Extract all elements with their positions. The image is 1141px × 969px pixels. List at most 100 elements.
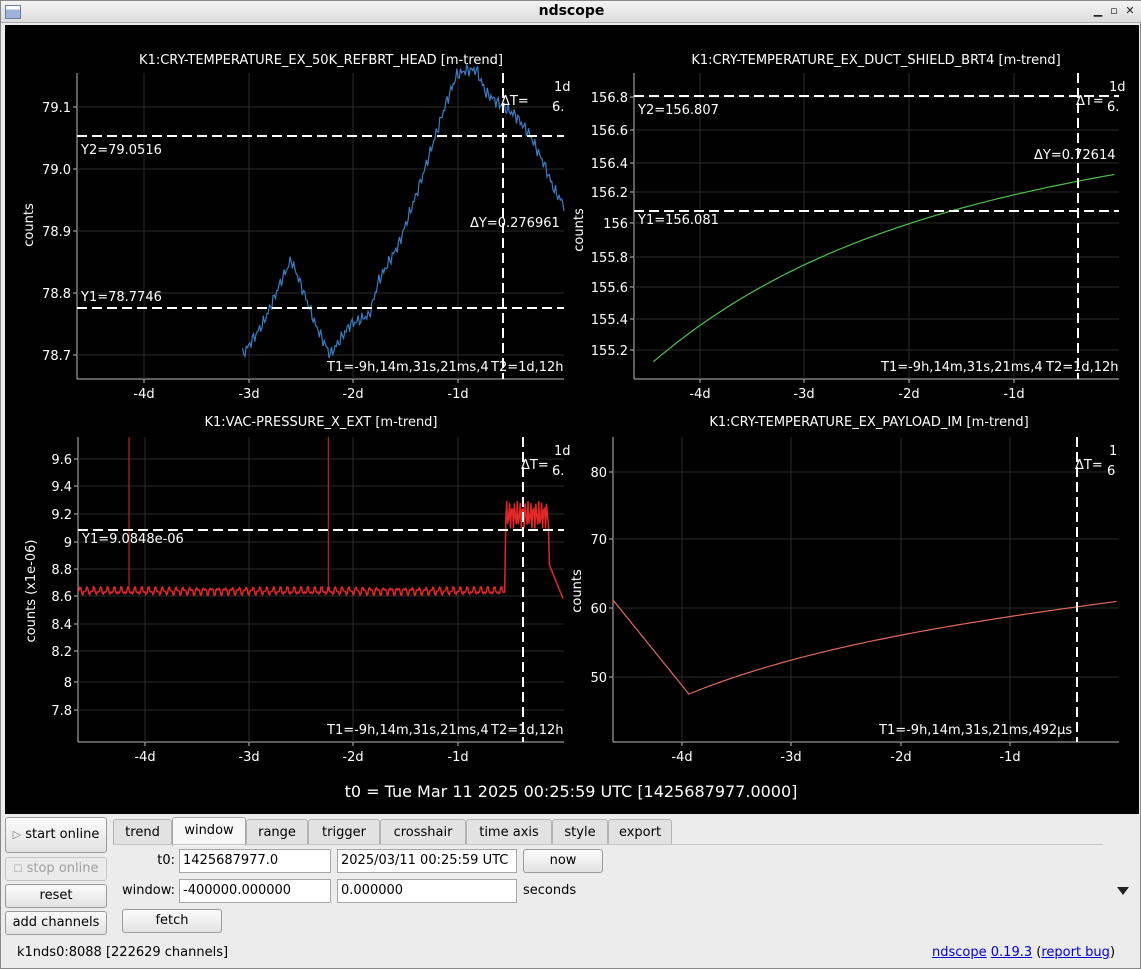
x-tick-label: -3d <box>238 750 259 765</box>
y-tick-label: 50 <box>590 671 607 686</box>
channel-count: [222629 channels] <box>105 945 229 960</box>
y-tick-label: 8.8 <box>51 563 72 578</box>
x-tick-label: -4d <box>133 387 154 402</box>
y1-label: Y1=78.7746 <box>80 290 162 305</box>
window-title: ndscope <box>538 3 605 19</box>
plot-title: K1:CRY-TEMPERATURE_EX_50K_REFBRT_HEAD [m… <box>139 53 503 68</box>
x-tick-label: -1d <box>447 750 468 765</box>
reset-button[interactable]: reset <box>5 884 107 908</box>
stop-online-button[interactable]: ☐ stop online <box>5 857 107 881</box>
tab-trend[interactable]: trend <box>113 819 172 845</box>
y-tick-label: 78.8 <box>42 287 71 302</box>
minimize-icon[interactable]: ▁ <box>1093 4 1103 17</box>
delta-t-label: ΔT= <box>521 458 549 473</box>
delta-y-label: ΔY=0.72614 <box>1034 148 1116 163</box>
y1-label: Y1=9.0848e-06 <box>81 532 184 547</box>
y-tick-label: 60 <box>590 602 607 617</box>
x-tick-label: -2d <box>898 387 919 402</box>
data-trace <box>653 173 1115 363</box>
tab-trigger[interactable]: trigger <box>308 819 380 845</box>
data-trace <box>242 62 565 359</box>
y-tick-label: 156.8 <box>591 91 628 106</box>
delta-t-label: ΔT= <box>1075 458 1103 473</box>
stop-icon: ☐ <box>13 864 23 875</box>
y2-label: Y2=156.807 <box>637 103 719 118</box>
t1-label: T1=-9h,14m,31s,21ms,4 <box>880 360 1043 375</box>
y-tick-label: 9.4 <box>51 480 72 495</box>
x-tick-label: -4d <box>689 387 710 402</box>
app-window-icon <box>5 5 21 19</box>
start-online-label: start online <box>25 827 100 842</box>
y-axis-label: counts <box>570 569 585 613</box>
plot-title: K1:CRY-TEMPERATURE_EX_DUCT_SHIELD_BRT4 [… <box>691 53 1060 68</box>
y-tick-label: 8.2 <box>51 645 72 660</box>
ndscope-link[interactable]: ndscope <box>932 945 987 960</box>
window-end-input[interactable]: 0.000000 <box>337 879 517 903</box>
report-bug-link[interactable]: report bug <box>1041 945 1110 960</box>
add-channels-button[interactable]: add channels <box>5 911 107 935</box>
window-start-input[interactable]: -400000.000000 <box>179 879 331 903</box>
t2-label: T2=1d,12h <box>490 723 564 738</box>
y-tick-label: 155.2 <box>591 344 628 359</box>
y-tick-label: 155.6 <box>591 281 628 296</box>
y-tick-label: 78.7 <box>42 349 71 364</box>
t2-label: T2=1d,12h <box>1045 360 1119 375</box>
t1-label: T1=-9h,14m,31s,21ms,492µs <box>878 723 1072 738</box>
delta-y-label: ΔY=0.276961 <box>470 216 560 231</box>
y-tick-label: 155.4 <box>591 313 628 328</box>
plot-title: K1:VAC-PRESSURE_X_EXT [m-trend] <box>204 415 437 430</box>
plot-area: 79.1 79.0 78.9 78.8 78.7 -4d -3d -2d -1d K1:CRY-T… <box>5 25 1139 814</box>
x-tick-label: -3d <box>793 387 814 402</box>
stop-online-label: stop online <box>26 861 99 876</box>
control-panel: ▷ start online ☐ stop online reset add c… <box>5 815 1139 967</box>
tab-range[interactable]: range <box>246 819 308 845</box>
t0-utc-input[interactable]: 2025/03/11 00:25:59 UTC <box>337 849 517 873</box>
delta-t-value-top: 1 <box>1109 444 1117 459</box>
plot-title: K1:CRY-TEMPERATURE_EX_PAYLOAD_IM [m-tren… <box>709 415 1028 430</box>
y-tick-label: 7.8 <box>51 704 72 719</box>
t2-label: T2=1d,12h <box>490 360 564 375</box>
x-tick-label: -2d <box>342 387 363 402</box>
tab-export[interactable]: export <box>608 819 672 845</box>
x-tick-label: -4d <box>134 750 155 765</box>
now-button[interactable]: now <box>523 849 603 873</box>
y-tick-label: 70 <box>590 533 607 548</box>
y-tick-label: 156 <box>603 217 628 232</box>
server-address: k1nds0:8088 <box>17 945 102 960</box>
x-tick-label: -1d <box>999 750 1020 765</box>
delta-t-value-top: 1d <box>554 444 571 459</box>
delta-t-label: ΔT= <box>501 94 529 109</box>
collapse-arrow-icon[interactable] <box>1117 887 1129 895</box>
version-link[interactable]: 0.19.3 <box>990 945 1033 960</box>
close-icon[interactable]: ✕ <box>1125 4 1135 17</box>
t1-label: T1=-9h,14m,31s,21ms,4 <box>326 360 489 375</box>
start-online-button[interactable]: ▷ start online <box>5 817 107 853</box>
y-tick-label: 156.6 <box>591 124 628 139</box>
y-tick-label: 155.8 <box>591 251 628 266</box>
fetch-button[interactable]: fetch <box>122 909 222 933</box>
server-status: k1nds0:8088 [222629 channels] <box>17 945 228 960</box>
y-tick-label: 8.4 <box>51 618 72 633</box>
version-info: ndscope 0.19.3 (report bug) <box>932 945 1116 960</box>
title-bar[interactable]: ndscope ▁ ▫ ✕ <box>1 1 1141 23</box>
y-tick-label: 9.6 <box>51 453 72 468</box>
delta-t-value-bottom: 6 <box>1107 464 1115 479</box>
x-tick-label: -3d <box>238 387 259 402</box>
x-tick-label: -3d <box>780 750 801 765</box>
y-tick-label: 78.9 <box>42 225 71 240</box>
delta-t-value-bottom: 6. <box>552 100 564 115</box>
tab-style[interactable]: style <box>552 819 608 845</box>
y-tick-label: 156.4 <box>591 157 628 172</box>
tab-crosshair[interactable]: crosshair <box>380 819 466 845</box>
y-axis-label: counts <box>22 203 37 247</box>
tab-window[interactable]: window <box>172 817 246 846</box>
maximize-icon[interactable]: ▫ <box>1110 4 1118 17</box>
y-tick-label: 8 <box>64 676 72 691</box>
t0-caption: t0 = Tue Mar 11 2025 00:25:59 UTC [14256… <box>345 782 798 801</box>
y-axis-label: counts <box>572 208 587 252</box>
y-tick-label: 9.2 <box>51 508 72 523</box>
tab-time-axis[interactable]: time axis <box>466 819 552 845</box>
x-tick-label: -4d <box>671 750 692 765</box>
y-tick-label: 156.2 <box>591 186 628 201</box>
t0-gps-input[interactable]: 1425687977.0 <box>179 849 331 873</box>
